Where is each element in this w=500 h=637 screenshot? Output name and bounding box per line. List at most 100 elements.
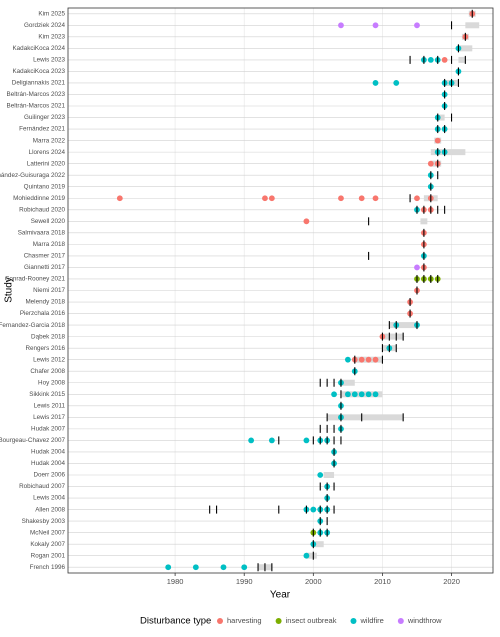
disturbance-point	[414, 195, 420, 202]
disturbance-point	[344, 391, 351, 398]
legend-swatch	[350, 618, 357, 624]
disturbance-point	[241, 564, 248, 571]
legend-swatch	[397, 618, 404, 624]
y-tick-label: Llorens 2024	[29, 149, 66, 156]
disturbance-point	[358, 391, 365, 398]
y-tick-label: Bourgeau-Chavez 2007	[0, 437, 65, 444]
disturbance-point	[414, 22, 420, 29]
y-tick-label: Hudak 2004	[31, 449, 65, 456]
y-tick-label: Kim 2023	[38, 33, 65, 40]
study-period	[382, 333, 404, 340]
study-period	[437, 114, 445, 121]
study-period	[313, 541, 324, 548]
y-tick-label: Shakesby 2003	[22, 518, 66, 525]
disturbance-point	[220, 564, 227, 571]
disturbance-point	[372, 80, 379, 86]
disturbance-point	[268, 437, 275, 444]
disturbance-point	[338, 22, 344, 29]
disturbance-point	[303, 552, 310, 559]
y-tick-label: Lewis 2012	[33, 356, 65, 363]
y-tick-label: Hudak 2007	[31, 426, 65, 433]
y-tick-label: Latterini 2020	[27, 160, 66, 167]
legend-label: harvesting	[227, 616, 262, 625]
disturbance-point	[372, 195, 379, 202]
disturbance-point	[303, 437, 310, 444]
legend-label: wildfire	[359, 616, 383, 625]
y-tick-label: Marra 2018	[33, 241, 66, 248]
disturbance-point	[303, 218, 310, 225]
disturbance-point	[344, 356, 351, 363]
y-tick-label: Marra 2022	[33, 137, 66, 144]
disturbance-point	[365, 356, 372, 363]
y-tick-label: Fernández-Guisuraga 2022	[0, 172, 65, 179]
y-tick-label: Deligiannakis 2021	[12, 80, 66, 87]
y-axis-title: Study	[4, 277, 15, 303]
disturbance-point	[427, 160, 434, 167]
y-tick-label: Hoy 2008	[38, 379, 65, 386]
disturbance-point	[248, 437, 255, 444]
disturbance-point	[338, 195, 344, 202]
study-period	[458, 56, 466, 63]
y-tick-label: Robichaud 2007	[19, 483, 65, 490]
y-tick-label: Dąbek 2018	[31, 333, 65, 340]
y-tick-label: Gordziek 2024	[24, 22, 65, 29]
y-tick-label: Mohieddinne 2019	[13, 195, 65, 202]
y-tick-label: Lewis 2023	[33, 57, 65, 64]
y-tick-label: Chasmer 2017	[24, 253, 66, 260]
y-tick-label: Lewis 2004	[33, 495, 65, 502]
y-tick-label: French 1996	[30, 564, 66, 571]
y-tick-label: Niemi 2017	[33, 287, 65, 294]
y-tick-label: Salmivaara 2018	[18, 230, 66, 237]
disturbance-point	[434, 137, 441, 144]
y-tick-label: Lewis 2017	[33, 414, 65, 421]
legend-title: Disturbance type	[140, 616, 211, 627]
x-tick-label: 1990	[236, 577, 253, 586]
x-axis-title: Year	[270, 590, 291, 601]
y-tick-label: Doerr 2006	[33, 472, 65, 479]
y-tick-label: Melendy 2018	[25, 299, 65, 306]
study-period	[340, 379, 355, 386]
y-tick-label: Beltrán-Marcos 2021	[7, 103, 66, 110]
y-tick-label: Lewis 2011	[34, 402, 66, 409]
y-tick-label: Allen 2008	[35, 506, 65, 513]
disturbance-point	[372, 22, 379, 29]
y-tick-label: Rogan 2001	[31, 552, 66, 559]
disturbance-point	[165, 564, 172, 571]
y-tick-label: Kim 2025	[38, 10, 65, 17]
y-tick-label: Guilinger 2023	[24, 114, 65, 121]
disturbance-point	[192, 564, 199, 571]
study-period	[306, 552, 317, 559]
y-tick-label: Beltrán-Marcos 2023	[7, 91, 66, 98]
study-period	[458, 45, 473, 52]
x-tick-label: 2020	[443, 577, 460, 586]
disturbance-point	[372, 356, 379, 363]
y-tick-label: KadakciKoca 2023	[12, 68, 65, 75]
disturbance-point	[358, 356, 365, 363]
study-period	[323, 471, 335, 478]
y-tick-label: McNeil 2007	[30, 529, 65, 536]
legend-label: windthrow	[407, 616, 442, 625]
disturbance-point	[441, 56, 448, 63]
disturbance-point	[262, 195, 268, 202]
legend-swatch	[275, 618, 282, 624]
disturbance-point	[116, 195, 123, 202]
y-tick-label: Fernández 2021	[19, 126, 65, 133]
study-period	[430, 149, 466, 156]
y-tick-label: Robichaud 2020	[19, 206, 65, 213]
disturbance-point	[414, 264, 420, 271]
y-tick-label: Kokaly 2007	[30, 541, 65, 548]
disturbance-point	[427, 56, 434, 63]
disturbance-point	[268, 195, 275, 202]
x-tick-label: 2010	[374, 577, 391, 586]
y-tick-label: Quintano 2019	[24, 183, 66, 190]
disturbance-point	[365, 391, 372, 398]
study-period	[465, 22, 480, 29]
y-tick-label: Rengers 2016	[25, 345, 65, 352]
disturbance-point	[372, 391, 379, 398]
x-tick-label: 2000	[305, 577, 322, 586]
y-tick-label: KadakciKoca 2024	[12, 45, 65, 52]
y-tick-label: Sikkink 2015	[29, 391, 65, 398]
x-tick-label: 1980	[167, 577, 184, 586]
disturbance-point	[351, 391, 358, 398]
